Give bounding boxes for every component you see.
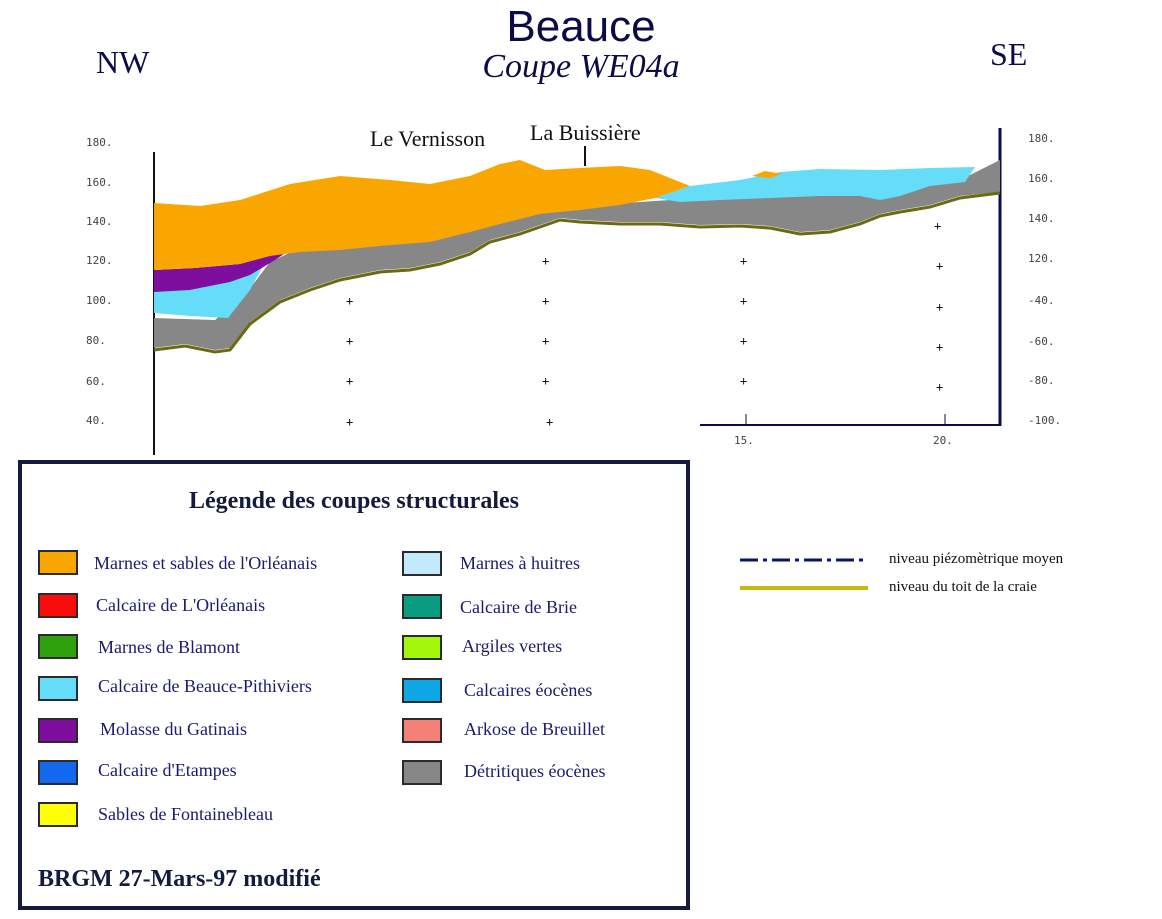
legend-label: Calcaires éocènes (464, 680, 593, 700)
swatch-marnes-huitres (402, 551, 442, 576)
legend-label: Calcaire de Brie (460, 597, 577, 617)
legend-label: Sables de Fontainebleau (98, 804, 273, 824)
cross-mark: + (346, 294, 353, 308)
page-title: Beauce (506, 2, 656, 51)
layer-marnes-sables-orleanais (154, 160, 690, 270)
place-la-buissiere: La Buissière (530, 120, 641, 145)
swatch-argiles-vertes (402, 635, 442, 660)
layer-detritiques-eocenes (154, 160, 1000, 350)
swatch-calcaire-etampes (38, 760, 78, 785)
cross-mark: + (740, 254, 747, 268)
bottom-tick-label: 20. (933, 434, 953, 447)
direction-nw: NW (96, 44, 150, 80)
legend-label: Argiles vertes (462, 636, 563, 656)
legend-label: Calcaire de Beauce-Pithiviers (98, 676, 312, 696)
layer-beauce-right (655, 167, 975, 202)
legend-label: Calcaire de L'Orléanais (96, 595, 266, 615)
cross-mark: + (346, 374, 353, 388)
swatch-arkose-breuillet (402, 718, 442, 743)
cross-mark: + (346, 334, 353, 348)
right-tick: -60. (1028, 335, 1055, 348)
swatch-calcaires-eocenes (402, 678, 442, 703)
cross-mark: + (936, 259, 943, 273)
legend-label: Détritiques éocènes (464, 761, 606, 781)
page-subtitle: Coupe WE04a (482, 48, 680, 85)
craie-line-label: niveau du toit de la craie (889, 579, 1037, 595)
cross-section: + + + + + + + + + + + + + + + + + + (153, 128, 1002, 455)
cross-mark: + (936, 300, 943, 314)
swatch-detritiques-eocenes (402, 760, 442, 785)
legend-label: Marnes de Blamont (98, 637, 240, 657)
cross-mark: + (542, 254, 549, 268)
left-tick: 160. (86, 176, 113, 189)
legend-label: Marnes et sables de l'Orléanais (94, 553, 318, 573)
left-tick: 40. (86, 414, 106, 427)
layer-molasse-gatinais (154, 250, 290, 292)
left-tick: 100. (86, 294, 113, 307)
cross-mark: + (542, 294, 549, 308)
line-legend-symbols (740, 558, 868, 590)
cross-mark: + (542, 334, 549, 348)
right-tick: 160. (1028, 172, 1055, 185)
right-tick: 120. (1028, 252, 1055, 265)
substratum-crosses: + + + + + + + + + + + + + + + + + + (346, 219, 943, 429)
swatch-marnes-blamont (38, 634, 78, 659)
cross-mark: + (546, 415, 553, 429)
left-tick: 140. (86, 215, 113, 228)
swatch-molasse (38, 718, 78, 743)
legend-label: Marnes à huitres (460, 553, 580, 573)
right-tick: -80. (1028, 374, 1055, 387)
cross-mark: + (934, 219, 941, 233)
left-tick: 80. (86, 334, 106, 347)
legend-footer: BRGM 27-Mars-97 modifié (38, 866, 321, 892)
cross-mark: + (740, 294, 747, 308)
direction-se: SE (990, 36, 1028, 72)
right-tick: 180. (1028, 132, 1055, 145)
layer-orange-patch (752, 171, 782, 178)
line-toit-craie (153, 191, 1001, 354)
swatch-calcaire-beauce (38, 676, 78, 701)
left-tick: 180. (86, 136, 113, 149)
right-tick: -100. (1028, 414, 1062, 427)
cross-mark: + (542, 374, 549, 388)
cross-mark: + (346, 415, 353, 429)
swatch-sables-fontainebleau (38, 802, 78, 827)
layer-beauce-left (154, 262, 265, 318)
legend-label: Arkose de Breuillet (464, 719, 605, 739)
piezo-line-label: niveau piézomètrique moyen (889, 551, 1064, 567)
left-tick: 60. (86, 375, 106, 388)
right-tick: -40. (1028, 294, 1055, 307)
swatch-calcaire-orleanais (38, 593, 78, 618)
place-le-vernisson: Le Vernisson (370, 126, 486, 151)
left-tick: 120. (86, 254, 113, 267)
cross-mark: + (936, 340, 943, 354)
legend-label: Calcaire d'Etampes (98, 760, 237, 780)
bottom-tick-label: 15. (734, 434, 754, 447)
cross-mark: + (740, 334, 747, 348)
swatch-calcaire-brie (402, 594, 442, 619)
swatch-marnes-sables (38, 550, 78, 575)
cross-mark: + (936, 380, 943, 394)
legend-title: Légende des coupes structurales (189, 488, 519, 514)
legend-panel: Légende des coupes structurales Marnes e… (18, 460, 690, 910)
right-tick: 140. (1028, 212, 1055, 225)
cross-mark: + (740, 374, 747, 388)
legend-label: Molasse du Gatinais (100, 719, 247, 739)
